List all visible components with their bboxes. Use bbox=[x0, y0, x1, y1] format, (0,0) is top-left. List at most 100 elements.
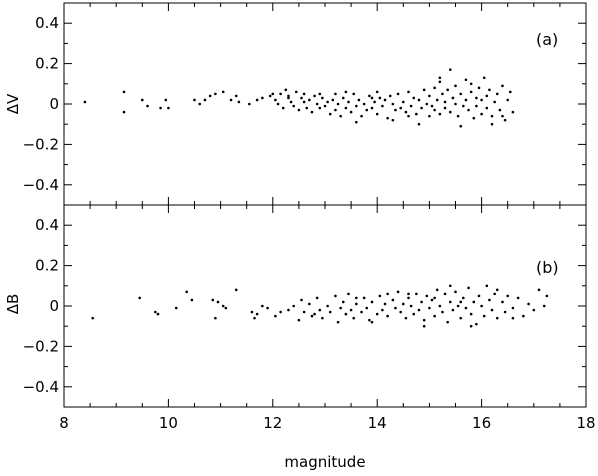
data-point bbox=[454, 102, 457, 106]
data-point bbox=[404, 110, 408, 114]
y-tick-label: 0 bbox=[49, 95, 59, 113]
data-point bbox=[542, 304, 546, 308]
data-point bbox=[467, 286, 470, 290]
data-point bbox=[336, 102, 340, 106]
data-point bbox=[433, 108, 436, 112]
data-point bbox=[308, 302, 311, 306]
x-tick-label: 10 bbox=[159, 414, 178, 432]
data-point bbox=[420, 106, 423, 110]
data-point bbox=[253, 316, 256, 320]
data-point bbox=[495, 316, 499, 320]
data-point bbox=[488, 298, 491, 302]
data-point bbox=[328, 310, 332, 314]
data-point bbox=[315, 296, 319, 300]
data-point bbox=[300, 298, 303, 302]
x-tick-label: 12 bbox=[263, 414, 282, 432]
panel-a: −0.4 −0.2 0 0.2 0.4 (a) ΔV bbox=[4, 2, 587, 206]
y-tick-label: 0.4 bbox=[35, 216, 59, 234]
data-point bbox=[224, 306, 228, 310]
data-point bbox=[352, 316, 356, 320]
data-point bbox=[255, 98, 259, 102]
x-tick-label: 8 bbox=[59, 414, 69, 432]
data-point bbox=[221, 90, 225, 94]
data-point bbox=[469, 312, 473, 316]
data-point bbox=[375, 90, 379, 94]
data-point bbox=[234, 288, 238, 292]
y-tick-label: −0.4 bbox=[23, 378, 59, 396]
data-point bbox=[297, 108, 301, 112]
data-point bbox=[274, 98, 277, 102]
data-point bbox=[477, 294, 481, 298]
data-point bbox=[501, 300, 504, 304]
data-point bbox=[362, 296, 366, 300]
data-point bbox=[472, 300, 476, 304]
data-point bbox=[141, 98, 144, 102]
data-point bbox=[433, 86, 436, 90]
data-point bbox=[399, 106, 402, 110]
data-point bbox=[271, 92, 275, 96]
data-point bbox=[344, 90, 348, 94]
data-point bbox=[501, 114, 504, 118]
panel-b-ylabel: ΔB bbox=[4, 294, 22, 315]
data-point bbox=[438, 80, 442, 84]
data-point bbox=[435, 288, 439, 292]
data-point bbox=[438, 304, 442, 308]
data-point bbox=[448, 110, 452, 114]
data-point bbox=[344, 106, 348, 110]
data-point bbox=[490, 308, 494, 312]
data-point bbox=[341, 300, 345, 304]
data-point bbox=[522, 314, 525, 318]
data-point bbox=[537, 288, 541, 292]
data-point bbox=[459, 92, 463, 96]
data-point bbox=[185, 290, 188, 294]
data-point bbox=[407, 90, 410, 94]
data-point bbox=[482, 76, 486, 80]
data-point bbox=[347, 292, 350, 296]
data-point bbox=[349, 110, 353, 114]
data-point bbox=[506, 294, 510, 298]
data-point bbox=[386, 314, 389, 318]
panel-b-ticks bbox=[63, 204, 587, 408]
data-point bbox=[355, 302, 358, 306]
data-point bbox=[203, 98, 207, 102]
data-point bbox=[289, 100, 293, 104]
data-point bbox=[480, 304, 483, 308]
data-point bbox=[310, 110, 314, 114]
data-point bbox=[373, 100, 376, 104]
y-tick-label: −0.2 bbox=[23, 135, 59, 153]
data-point bbox=[493, 292, 496, 296]
data-point bbox=[234, 94, 238, 98]
data-point bbox=[490, 114, 494, 118]
data-point bbox=[475, 104, 478, 108]
data-point bbox=[164, 98, 168, 102]
data-point bbox=[407, 296, 410, 300]
data-point bbox=[482, 314, 486, 318]
data-point bbox=[469, 324, 473, 328]
data-point bbox=[495, 288, 499, 292]
data-point bbox=[383, 98, 387, 102]
data-point bbox=[394, 108, 397, 112]
data-point bbox=[464, 306, 468, 310]
data-point bbox=[451, 308, 455, 312]
data-point bbox=[255, 312, 259, 316]
data-point bbox=[420, 300, 423, 304]
y-tick-label: 0.2 bbox=[35, 55, 59, 73]
data-point bbox=[511, 306, 515, 310]
data-point bbox=[198, 102, 202, 106]
panel-a-ylabel: ΔV bbox=[4, 93, 22, 114]
data-point bbox=[464, 78, 468, 82]
data-point bbox=[323, 104, 327, 108]
data-point bbox=[370, 300, 374, 304]
data-point bbox=[347, 100, 350, 104]
data-point bbox=[488, 88, 491, 92]
data-point bbox=[326, 100, 329, 104]
data-point bbox=[404, 316, 408, 320]
data-point bbox=[438, 112, 442, 116]
data-point bbox=[83, 100, 87, 104]
data-point bbox=[415, 292, 418, 296]
data-point bbox=[214, 92, 217, 96]
data-point bbox=[122, 110, 126, 114]
data-point bbox=[462, 104, 465, 108]
data-point bbox=[167, 106, 170, 110]
